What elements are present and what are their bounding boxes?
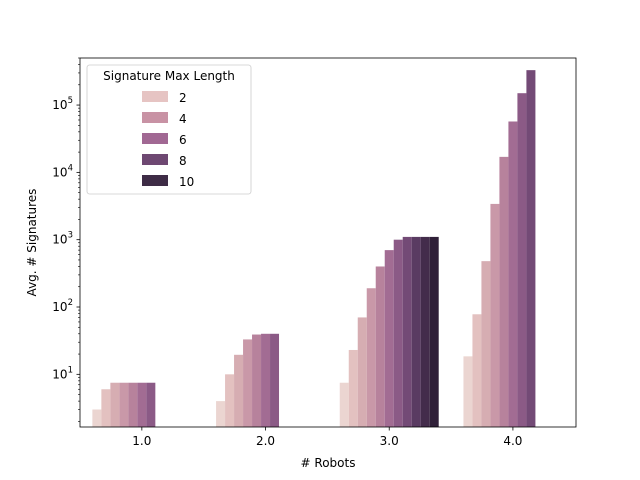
legend-label: 8 bbox=[179, 154, 187, 168]
bar bbox=[137, 382, 147, 427]
bar bbox=[375, 266, 385, 427]
bar bbox=[101, 389, 111, 427]
x-tick-label: 4.0 bbox=[503, 434, 522, 448]
bar bbox=[243, 339, 253, 427]
bar bbox=[429, 236, 439, 427]
legend-swatch bbox=[142, 112, 168, 123]
legend-swatch bbox=[142, 175, 168, 186]
bar bbox=[411, 236, 421, 427]
bar bbox=[402, 236, 412, 427]
legend-title: Signature Max Length bbox=[103, 69, 235, 83]
x-tick-label: 2.0 bbox=[256, 434, 275, 448]
bar bbox=[92, 409, 102, 427]
y-axis: 101 102 103 104 105 bbox=[52, 57, 80, 422]
bar bbox=[357, 317, 367, 427]
y-tick-label: 101 bbox=[52, 365, 73, 381]
bar bbox=[146, 382, 156, 427]
legend-label: 6 bbox=[179, 133, 187, 147]
bar bbox=[384, 250, 394, 427]
bar bbox=[339, 382, 349, 427]
legend-label: 10 bbox=[179, 175, 194, 189]
bar bbox=[252, 334, 262, 427]
bar bbox=[517, 93, 527, 427]
x-axis: 1.0 2.0 3.0 4.0 bbox=[132, 427, 522, 448]
bars-layer bbox=[92, 70, 536, 428]
y-tick-label: 104 bbox=[52, 163, 73, 179]
bar bbox=[216, 401, 226, 427]
bar bbox=[472, 314, 482, 427]
legend-label: 2 bbox=[179, 91, 187, 105]
legend: Signature Max Length 2 4 6 8 10 bbox=[86, 64, 252, 195]
legend-swatch bbox=[142, 154, 168, 165]
bar bbox=[261, 333, 271, 427]
legend-swatch bbox=[142, 133, 168, 144]
legend-swatch bbox=[142, 91, 168, 102]
bar bbox=[110, 382, 120, 427]
bar bbox=[128, 382, 138, 427]
bar bbox=[526, 70, 536, 428]
legend-label: 4 bbox=[179, 112, 187, 126]
x-tick-label: 3.0 bbox=[380, 434, 399, 448]
x-tick-label: 1.0 bbox=[132, 434, 151, 448]
bar bbox=[463, 356, 473, 427]
bar bbox=[499, 156, 509, 428]
bar bbox=[366, 288, 376, 427]
bar bbox=[225, 374, 235, 427]
x-axis-label: # Robots bbox=[301, 456, 356, 470]
y-axis-label: Avg. # Signatures bbox=[25, 189, 39, 297]
bar bbox=[481, 261, 491, 427]
legend-frame bbox=[86, 64, 252, 195]
bar bbox=[348, 349, 358, 427]
bar bbox=[234, 354, 244, 427]
y-tick-label: 102 bbox=[52, 298, 73, 314]
bar bbox=[420, 236, 430, 427]
bar bbox=[270, 333, 280, 427]
bar bbox=[508, 121, 518, 428]
y-tick-label: 105 bbox=[52, 96, 73, 112]
y-tick-label: 103 bbox=[52, 231, 73, 247]
bar bbox=[119, 382, 129, 427]
bar bbox=[490, 203, 500, 427]
bar bbox=[393, 239, 403, 427]
